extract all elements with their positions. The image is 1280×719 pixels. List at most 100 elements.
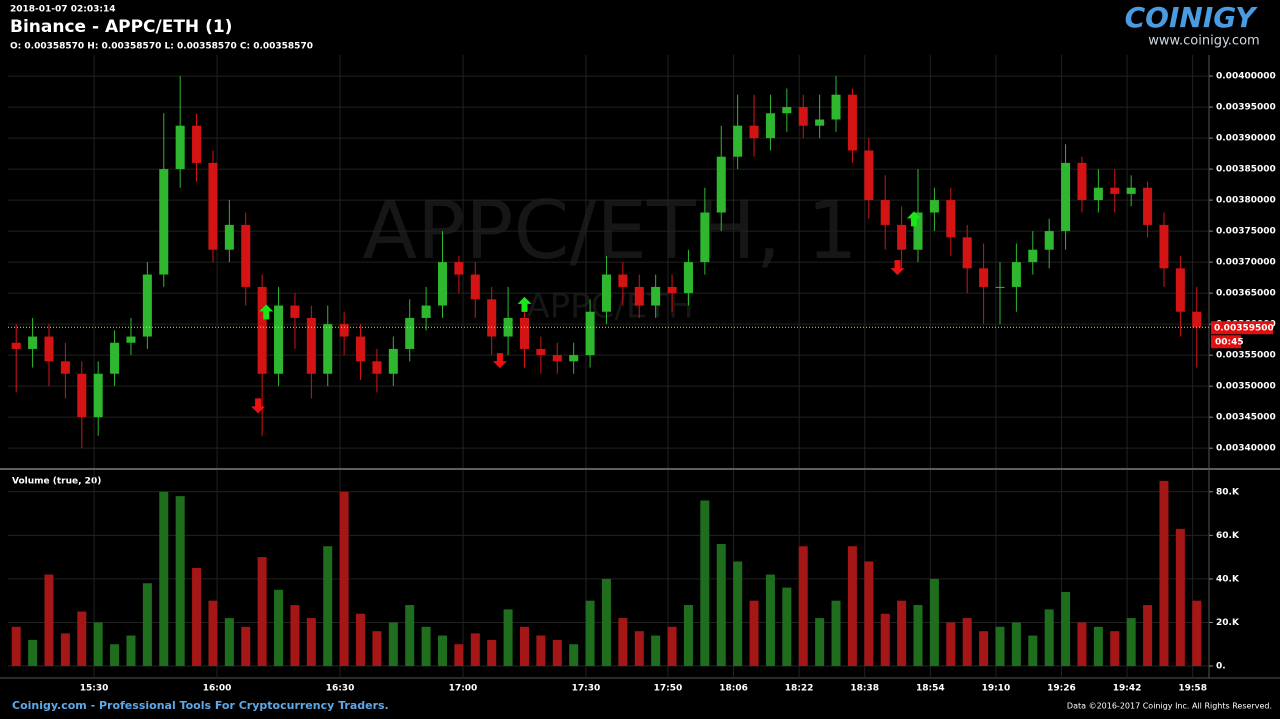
x-tick-label: 15:30 bbox=[80, 684, 109, 694]
x-tick-label: 17:30 bbox=[572, 684, 601, 694]
candle-body bbox=[864, 150, 874, 201]
candle-body bbox=[946, 200, 956, 238]
volume-bar bbox=[1011, 622, 1021, 667]
x-tick-label: 16:30 bbox=[326, 684, 355, 694]
volume-bar bbox=[1028, 635, 1038, 667]
volume-bar bbox=[257, 557, 267, 667]
candle-body bbox=[454, 262, 464, 275]
candle-body bbox=[1044, 231, 1054, 250]
candle-body bbox=[585, 311, 595, 356]
candle-body bbox=[323, 324, 333, 374]
volume-bar bbox=[126, 635, 136, 667]
candle-body bbox=[274, 305, 284, 374]
volume-bar bbox=[1093, 626, 1103, 667]
x-tick-label: 19:42 bbox=[1113, 684, 1142, 694]
candle-body bbox=[1061, 162, 1071, 232]
candle-body bbox=[306, 317, 316, 374]
candle-body bbox=[782, 107, 792, 114]
volume-bar bbox=[93, 622, 103, 667]
volume-bar bbox=[323, 546, 333, 667]
volume-bar bbox=[192, 568, 202, 667]
volume-bar bbox=[438, 635, 448, 667]
candle-body bbox=[700, 212, 710, 263]
candle-body bbox=[175, 125, 185, 170]
candle-body bbox=[667, 286, 677, 294]
candle-body bbox=[634, 286, 644, 306]
volume-bar bbox=[356, 613, 366, 667]
candle-body bbox=[142, 274, 152, 337]
volume-bar bbox=[1143, 605, 1153, 667]
candle-body bbox=[126, 336, 136, 343]
volume-bar bbox=[1077, 622, 1087, 667]
candle-body bbox=[716, 156, 726, 213]
chart-title: Binance - APPC/ETH (1) bbox=[10, 17, 232, 37]
candle-body bbox=[1110, 187, 1120, 194]
volume-bar bbox=[487, 639, 497, 667]
y-tick-label: 0.00390000 bbox=[1216, 134, 1276, 144]
volume-bar bbox=[700, 500, 710, 667]
candle-body bbox=[552, 355, 562, 362]
logo-url: www.coinigy.com bbox=[1148, 34, 1259, 49]
volume-bar bbox=[864, 561, 874, 667]
candle-body bbox=[815, 119, 825, 126]
volume-bar bbox=[667, 626, 677, 667]
candle-body bbox=[1011, 262, 1021, 287]
volume-bar bbox=[519, 626, 530, 667]
volume-bar bbox=[683, 605, 693, 667]
candle-body bbox=[847, 94, 857, 151]
volume-bar bbox=[290, 605, 300, 667]
candle-body bbox=[208, 162, 218, 250]
candle-body bbox=[339, 324, 349, 337]
candle-body bbox=[880, 200, 890, 225]
footer-left: Coinigy.com - Professional Tools For Cry… bbox=[12, 699, 389, 712]
volume-bar bbox=[372, 631, 382, 667]
y-tick-label: 0.00350000 bbox=[1216, 382, 1276, 392]
candle-body bbox=[503, 317, 513, 337]
volume-bar bbox=[1192, 600, 1202, 667]
candle-body bbox=[388, 348, 398, 374]
candle-body bbox=[765, 113, 775, 139]
volume-bar bbox=[470, 633, 480, 667]
volume-bar bbox=[946, 622, 956, 667]
countdown-label: 00:45 bbox=[1215, 338, 1244, 348]
watermark: APPC/ETH, 1 bbox=[362, 184, 857, 277]
y-tick-label: 0.00400000 bbox=[1216, 72, 1276, 82]
candle-body bbox=[913, 212, 923, 250]
volume-bar bbox=[77, 611, 87, 667]
sell-signal bbox=[251, 398, 266, 414]
volume-title: Volume (true, 20) bbox=[12, 477, 101, 487]
candle-body bbox=[28, 336, 38, 349]
volume-tick-label: 40.K bbox=[1216, 574, 1240, 584]
volume-bar bbox=[634, 631, 644, 667]
last-price-tag bbox=[1211, 321, 1273, 335]
volume-bar bbox=[880, 613, 890, 667]
countdown-tag bbox=[1211, 335, 1241, 349]
y-tick-label: 0.00395000 bbox=[1216, 103, 1276, 113]
volume-bar bbox=[601, 578, 611, 667]
candle-body bbox=[93, 373, 103, 418]
candle-body bbox=[487, 299, 497, 337]
candle-body bbox=[77, 373, 87, 418]
volume-bar bbox=[765, 574, 775, 667]
volume-bar bbox=[782, 587, 792, 667]
volume-bar bbox=[979, 631, 989, 667]
volume-bar bbox=[142, 583, 152, 667]
candle-body bbox=[159, 169, 169, 275]
y-tick-label: 0.00355000 bbox=[1216, 351, 1276, 361]
candle-body bbox=[11, 342, 21, 349]
candle-body bbox=[618, 274, 628, 287]
volume-bar bbox=[913, 605, 923, 667]
x-tick-label: 18:22 bbox=[785, 684, 814, 694]
candle-body bbox=[224, 224, 234, 250]
volume-bar bbox=[159, 491, 169, 667]
y-tick-label: 0.00345000 bbox=[1216, 413, 1276, 423]
candle-body bbox=[44, 336, 54, 362]
candle-body bbox=[733, 125, 743, 157]
candle-body bbox=[749, 125, 759, 139]
volume-bar bbox=[60, 633, 70, 667]
volume-bar bbox=[831, 600, 841, 667]
candle-body bbox=[241, 224, 251, 287]
x-tick-label: 18:06 bbox=[719, 684, 748, 694]
